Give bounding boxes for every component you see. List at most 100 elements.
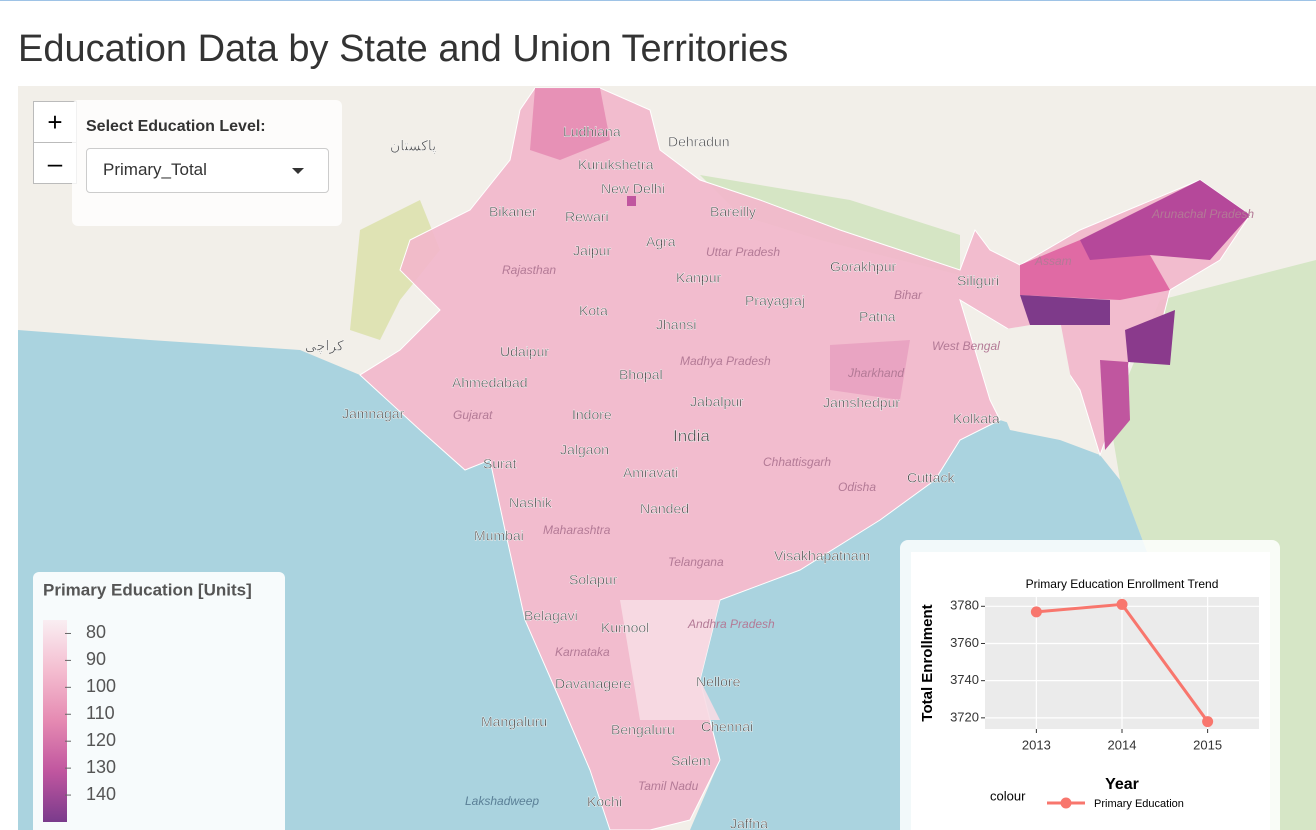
region-label: Odisha: [838, 480, 876, 494]
city-label: Kurukshetra: [578, 157, 654, 173]
city-label: Dehradun: [668, 134, 730, 150]
delhi: [627, 196, 636, 206]
city-label: Mumbai: [474, 528, 524, 544]
region-label: Uttar Pradesh: [706, 245, 780, 259]
y-tick-label: 3780: [950, 598, 979, 613]
arunachal: [1080, 180, 1250, 260]
top-border: [0, 0, 1316, 1]
chart-title: Primary Education Enrollment Trend: [1026, 577, 1219, 591]
city-label: Bengaluru: [611, 722, 675, 738]
region-label: Gujarat: [453, 408, 493, 422]
region-label: Jharkhand: [847, 366, 904, 380]
city-label: India: [673, 426, 710, 445]
city-label: Ludhiana: [563, 124, 621, 140]
legend-tick-label: 120: [86, 730, 116, 750]
level-select[interactable]: Primary_Total: [86, 148, 329, 193]
city-label: Rewari: [565, 209, 609, 225]
city-label: Jhansi: [656, 317, 696, 333]
legend-tick-label: 80: [86, 622, 106, 642]
city-label: Kanpur: [676, 270, 721, 286]
city-label: Indore: [572, 407, 612, 423]
legend-panel: [33, 572, 285, 830]
city-label: پاکستان: [390, 138, 436, 155]
city-label: Jamnagar: [342, 406, 405, 422]
jharkhand: [830, 340, 910, 400]
city-label: Jabalpur: [690, 394, 744, 410]
region-label: Maharashtra: [543, 523, 611, 537]
region-label: Karnataka: [555, 645, 610, 659]
city-label: Nellore: [696, 674, 741, 690]
region-label: Bihar: [894, 288, 923, 302]
legend-title: Primary Education [Units]: [43, 580, 252, 599]
city-label: Ahmedabad: [452, 375, 528, 391]
x-tick-label: 2015: [1193, 737, 1222, 752]
control-panel: Select Education Level: Primary_Total: [72, 100, 342, 226]
region-label: West Bengal: [932, 339, 1000, 353]
point: [1116, 598, 1128, 610]
x-axis-label: Year: [1105, 776, 1139, 793]
city-label: Siliguri: [957, 273, 999, 289]
y-tick-label: 3720: [950, 709, 979, 724]
city-label: Patna: [859, 309, 896, 325]
city-label: Nashik: [509, 495, 553, 511]
desert: [350, 200, 440, 340]
dropdown-arrow: [292, 168, 304, 180]
x-tick-label: 2013: [1022, 737, 1051, 752]
city-label: Jalgaon: [560, 442, 609, 458]
city-label: Belagavi: [524, 608, 578, 624]
manipur: [1125, 310, 1175, 365]
region-label: Tamil Nadu: [638, 779, 699, 793]
city-label: Cuttack: [907, 470, 955, 486]
legend-title: colour: [990, 788, 1026, 803]
city-label: Solapur: [569, 572, 618, 588]
city-label: Bhopal: [619, 367, 663, 383]
point: [1030, 606, 1042, 618]
city-label: Kochi: [587, 794, 622, 810]
city-label: Gorakhpur: [830, 259, 896, 275]
region-label: Chhattisgarh: [763, 455, 831, 469]
punjab: [530, 88, 610, 160]
region-label: Rajasthan: [502, 263, 556, 277]
region-label: Andhra Pradesh: [687, 617, 775, 631]
page-title: Education Data by State and Union Territ…: [18, 28, 789, 70]
city-label: Kota: [579, 303, 608, 319]
city-label: Davanagere: [555, 676, 631, 692]
meghalaya: [1020, 295, 1110, 325]
select-value: Primary_Total: [103, 160, 207, 179]
legend-swatch-point: [1060, 797, 1072, 809]
city-label: Bareilly: [710, 204, 756, 220]
x-tick-label: 2014: [1108, 737, 1137, 752]
city-label: Jaipur: [573, 243, 611, 259]
city-label: Visakhapatnam: [774, 548, 870, 564]
region-label: Lakshadweep: [465, 794, 539, 808]
legend-tick-label: 100: [86, 676, 116, 696]
legend-tick-label: 90: [86, 649, 106, 669]
city-label: Jamshedpur: [823, 395, 900, 411]
city-label: Amravati: [623, 465, 678, 481]
andhra: [620, 600, 720, 720]
zoom-in[interactable]: +: [33, 101, 77, 143]
legend-tick-label: 110: [86, 703, 115, 723]
city-label: Salem: [671, 753, 711, 769]
point: [1202, 716, 1214, 728]
city-label: Mangaluru: [481, 714, 547, 730]
city-label: Prayagraj: [745, 293, 805, 309]
legend-tick-label: 130: [86, 757, 116, 777]
bangladesh: [990, 320, 1075, 440]
colorbar: [43, 620, 67, 822]
y-axis-label: Total Enrollment: [919, 604, 936, 721]
city-label: Jaffna: [730, 816, 768, 830]
region-label: Assam: [1034, 254, 1072, 268]
city-label: New Delhi: [601, 181, 665, 197]
city-label: Bikaner: [489, 204, 537, 220]
city-label: Chennai: [701, 719, 753, 735]
legend-label: Primary Education: [1094, 798, 1184, 810]
select-label: Select Education Level:: [86, 118, 266, 135]
city-label: Surat: [483, 456, 517, 472]
city-label: کراچی: [305, 338, 344, 355]
y-tick-label: 3740: [950, 672, 979, 687]
zoom-out[interactable]: –: [33, 142, 77, 184]
region-label: Telangana: [668, 555, 724, 569]
